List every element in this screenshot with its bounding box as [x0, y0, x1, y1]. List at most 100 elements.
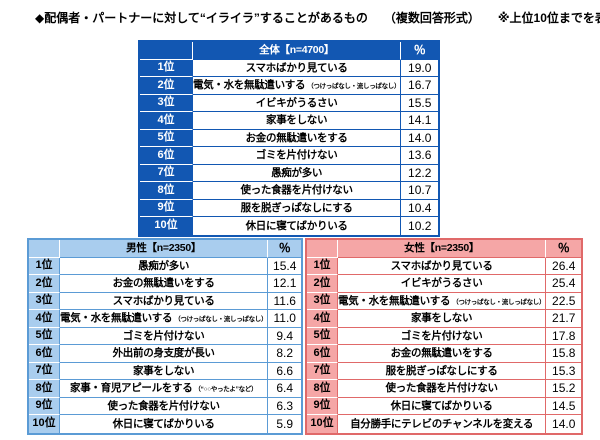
percent-cell: 9.4 [268, 328, 302, 345]
rank-cell: 2位 [140, 77, 193, 95]
item-cell: 家事をしない [60, 362, 269, 380]
rank-cell: 3位 [140, 94, 193, 112]
rank-cell: 9位 [29, 397, 60, 415]
item-text: 家事・育児アピールをする [70, 382, 193, 394]
rank-cell: 7位 [307, 362, 338, 380]
item-text: 家事をしない [266, 114, 328, 126]
percent-cell: 15.5 [401, 95, 439, 112]
item-text: イビキがうるさい [400, 277, 483, 289]
item-cell: スマホばかり見ている [60, 292, 269, 310]
rank-cell: 8位 [307, 380, 338, 398]
item-cell: 使った食器を片付けない [338, 380, 547, 398]
percent-cell: 14.0 [552, 416, 576, 431]
percent-cell: 12.2 [401, 165, 439, 182]
percent-cell: 15.2 [546, 380, 582, 398]
percent-cell: 6.3 [268, 398, 302, 415]
item-cell: スマホばかり見ている [193, 59, 402, 77]
rank-cell: 4位 [307, 310, 338, 328]
table-row: 6位 外出前の身支度が長い 8.2 [29, 345, 302, 363]
rank-cell: 6位 [307, 345, 338, 363]
rank-cell: 3位 [29, 292, 60, 310]
item-text: 使った食器を片付けない [385, 382, 499, 394]
rank-cell: 6位 [140, 147, 193, 165]
item-cell: イビキがうるさい [193, 94, 402, 112]
item-text: 休日に寝てばかりいる [112, 417, 215, 430]
table-row: 3位 スマホばかり見ている 11.6 [29, 292, 302, 310]
table-row: 4位 家事をしない 14.1 [140, 112, 439, 130]
table-row: 1位 愚痴が多い 15.4 [29, 257, 302, 275]
table-row: 5位 ゴミを片付けない 9.4 [29, 327, 302, 345]
table-row: 7位 家事をしない 6.6 [29, 362, 302, 380]
rank-cell: 4位 [140, 112, 193, 130]
percent-cell: 10.2 [408, 218, 432, 233]
item-cell: 家事をしない [193, 112, 402, 130]
item-text: スマホばかり見ている [112, 294, 215, 307]
item-text: 使った食器を片付けない [240, 184, 354, 196]
percent-header: ％ [546, 240, 582, 258]
table-row: 8位 家事・育児アピールをする （“○○やったよ”など） 6.4 [29, 380, 302, 398]
item-text: 外出前の身支度が長い [112, 347, 215, 359]
item-text: 電気・水を無駄遣いする [60, 312, 173, 324]
item-text: 家事をしない [133, 364, 195, 377]
item-cell: 服を脱ぎっぱなしにする [338, 362, 547, 380]
rank-cell: 7位 [140, 164, 193, 182]
percent-header: ％ [268, 240, 302, 258]
percent-cell: 14.5 [546, 398, 582, 415]
table-title: 男性【n=2350】 [60, 240, 269, 258]
item-cell: スマホばかり見ている [338, 257, 547, 275]
table-row: 1位 スマホばかり見ている 19.0 [140, 59, 439, 77]
item-text: お金の無駄遣いをする [245, 131, 348, 144]
item-text: 愚痴が多い [138, 259, 190, 272]
table-row: 7位 愚痴が多い 12.2 [140, 164, 439, 182]
table-header-row: 女性【n=2350】％ [307, 240, 582, 258]
rank-cell: 1位 [307, 257, 338, 275]
rank-cell: 5位 [307, 327, 338, 345]
rank-cell: 10位 [307, 415, 338, 433]
item-cell: 愚痴が多い [193, 164, 402, 182]
percent-cell: 25.4 [546, 275, 582, 293]
percent-cell: 26.4 [546, 258, 582, 275]
item-text: 愚痴が多い [271, 166, 323, 179]
item-cell: 家事・育児アピールをする （“○○やったよ”など） [60, 380, 269, 398]
percent-cell: 14.0 [401, 130, 439, 147]
table-title: 女性【n=2350】 [338, 240, 547, 258]
item-cell: 休日に寝てばかりいる [193, 217, 402, 235]
title-display-note: ※上位10位までを表示 [497, 11, 600, 25]
table-row: 2位 電気・水を無駄遣いする （つけっぱなし・流しっぱなし） 16.7 [140, 77, 439, 95]
table-row: 5位 お金の無駄遣いをする 14.0 [140, 129, 439, 147]
item-cell: 電気・水を無駄遣いする （つけっぱなし・流しっぱなし） [193, 77, 402, 95]
rank-cell: 9位 [140, 199, 193, 217]
percent-cell: 17.8 [546, 328, 582, 345]
title-format-note: （複数回答形式） [383, 11, 480, 25]
percent-cell: 11.0 [268, 310, 302, 328]
percent-cell: 15.3 [546, 363, 582, 380]
table-row: 6位 お金の無駄遣いをする 15.8 [307, 345, 582, 363]
male-ranking-table: 男性【n=2350】％ 1位 愚痴が多い 15.4 2位 お金の無駄遣いをする 12.1 3位… [27, 238, 304, 435]
table-row: 10位 自分勝手にテレビのチャンネルを変える 14.0 [307, 415, 581, 433]
percent-cell: 6.4 [268, 380, 302, 398]
item-text: イビキがうるさい [255, 96, 338, 109]
table-row: 9位 休日に寝てばかりいる 14.5 [307, 397, 582, 415]
percent-cell: 21.7 [546, 310, 582, 328]
percent-header: ％ [401, 42, 439, 60]
title-main: ◆配偶者・パートナーに対して“イライラ”することがあるもの [35, 11, 368, 25]
item-cell: 使った食器を片付けない [60, 397, 269, 415]
percent-cell: 8.2 [268, 345, 302, 363]
percent-cell: 15.4 [268, 258, 302, 275]
item-cell: 電気・水を無駄遣いする （つけっぱなし・流しっぱなし） [338, 292, 547, 310]
percent-cell: 11.6 [268, 293, 302, 310]
item-text: ゴミを片付けない [400, 329, 483, 342]
table-row: 9位 服を脱ぎっぱなしにする 10.4 [140, 199, 439, 217]
table-row: 6位 ゴミを片付けない 13.6 [140, 147, 439, 165]
item-note: （つけっぱなし・流しっぱなし） [452, 298, 546, 306]
item-note: （つけっぱなし・流しっぱなし） [307, 83, 401, 90]
item-cell: 外出前の身支度が長い [60, 345, 269, 363]
item-text: ゴミを片付けない [122, 329, 205, 342]
item-cell: 自分勝手にテレビのチャンネルを変える [338, 415, 547, 433]
item-text: 電気・水を無駄遣いする [193, 79, 306, 91]
rank-cell: 5位 [140, 129, 193, 147]
item-cell: お金の無駄遣いをする [338, 345, 547, 363]
percent-cell: 10.7 [401, 182, 439, 200]
item-text: スマホばかり見ている [245, 61, 348, 74]
item-cell: 家事をしない [338, 310, 547, 328]
